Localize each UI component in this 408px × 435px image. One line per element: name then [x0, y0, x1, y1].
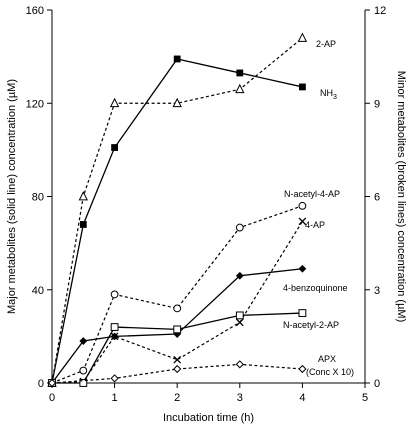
series-line-n-acetyl-4-ap [51, 205, 303, 384]
data-point-nh3 [79, 221, 87, 228]
series-4-benzoquinone [48, 264, 307, 387]
y-right-tick-label: 3 [374, 285, 380, 297]
x-axis-title: Incubation time (h) [163, 412, 254, 424]
data-point-nh3 [236, 69, 244, 77]
data-point-n-acetyl-4-ap [79, 366, 88, 375]
data-point-n-acetyl-2-ap [79, 379, 88, 387]
series-line-4-benzoquinone [51, 268, 303, 384]
data-point-4-benzoquinone [110, 332, 119, 341]
data-point-4-ap [298, 217, 307, 226]
data-point-apx [47, 378, 57, 388]
data-point-nh3 [299, 83, 306, 91]
x-tick-label: 5 [362, 392, 368, 404]
series-label-4-ap: 4-AP [305, 220, 325, 230]
data-point-n-acetyl-2-ap [298, 309, 307, 317]
series-labels: 2-AP NH3 N-acetyl-4-AP 4-AP 4-benzoquinone N-… [283, 39, 354, 377]
series-label-nh3: NH3 [320, 88, 337, 101]
y-left-tick-label: 120 [26, 98, 44, 110]
data-point-nh3 [173, 55, 181, 63]
data-point-2-ap [78, 190, 89, 201]
data-point-n-acetyl-4-ap [235, 223, 244, 232]
data-point-n-acetyl-4-ap [173, 304, 182, 313]
series-label-n-acetyl-2-ap: N-acetyl-2-AP [283, 320, 339, 330]
data-point-apx [110, 374, 119, 383]
y-axis-left-title: Major metabolites (solid line) concentra… [6, 79, 18, 314]
series-label-apx: APX [318, 354, 336, 364]
data-point-4-ap [235, 318, 244, 327]
series-n-acetyl-2-ap [48, 309, 307, 387]
data-point-n-acetyl-2-ap [235, 311, 244, 320]
data-point-n-acetyl-2-ap [173, 325, 182, 334]
data-point-2-ap [109, 97, 120, 108]
data-point-4-ap [173, 355, 182, 364]
series-line-apx [51, 363, 303, 384]
cross-stroke [173, 355, 182, 364]
data-point-4-benzoquinone [298, 264, 307, 273]
series-2-ap [47, 32, 308, 387]
series-label-2-ap: 2-AP [316, 39, 336, 49]
y-axis-right-title: Minor metabolites (broken lines) concent… [395, 71, 407, 323]
y-left-tick-label: 40 [32, 285, 44, 297]
data-point-n-acetyl-4-ap [298, 201, 307, 210]
series-apx [47, 360, 307, 388]
series-4-ap [48, 217, 307, 387]
y-right-tick-label: 0 [374, 378, 380, 390]
x-tick-label: 2 [174, 392, 180, 404]
y-left-tick-label: 160 [26, 5, 44, 17]
series-line-4-ap [51, 221, 303, 384]
data-point-2-ap [297, 32, 308, 42]
series-line-n-acetyl-2-ap [52, 312, 303, 384]
y-left-tick-label: 80 [32, 192, 44, 204]
y-right-tick-label: 6 [374, 192, 380, 204]
x-tick-label: 1 [112, 392, 118, 404]
series-label-apx: (Conc X 10) [306, 367, 354, 377]
data-point-2-ap [172, 97, 182, 108]
series-line-nh3 [51, 58, 303, 384]
x-tick-label: 0 [49, 392, 55, 404]
data-point-apx [235, 360, 244, 369]
y-left-tick-label: 0 [38, 378, 44, 390]
cross-stroke [235, 318, 244, 327]
data-point-n-acetyl-2-ap [110, 323, 119, 331]
series-layer [47, 32, 308, 388]
data-point-n-acetyl-4-ap [110, 290, 119, 299]
data-point-nh3 [111, 144, 118, 151]
x-tick-label: 3 [237, 392, 243, 404]
data-point-4-benzoquinone [235, 271, 244, 280]
data-point-apx [173, 364, 182, 374]
series-label-n-acetyl-4-ap: N-acetyl-4-AP [284, 189, 340, 199]
y-right-tick-label: 12 [374, 5, 386, 17]
data-point-2-ap [235, 83, 245, 94]
data-point-apx [298, 364, 307, 374]
cross-stroke [298, 217, 307, 226]
series-label-4-benzoquinone: 4-benzoquinone [283, 283, 348, 293]
y-right-tick-label: 9 [374, 98, 380, 110]
x-tick-label: 4 [299, 392, 305, 404]
data-point-4-benzoquinone [79, 337, 88, 345]
